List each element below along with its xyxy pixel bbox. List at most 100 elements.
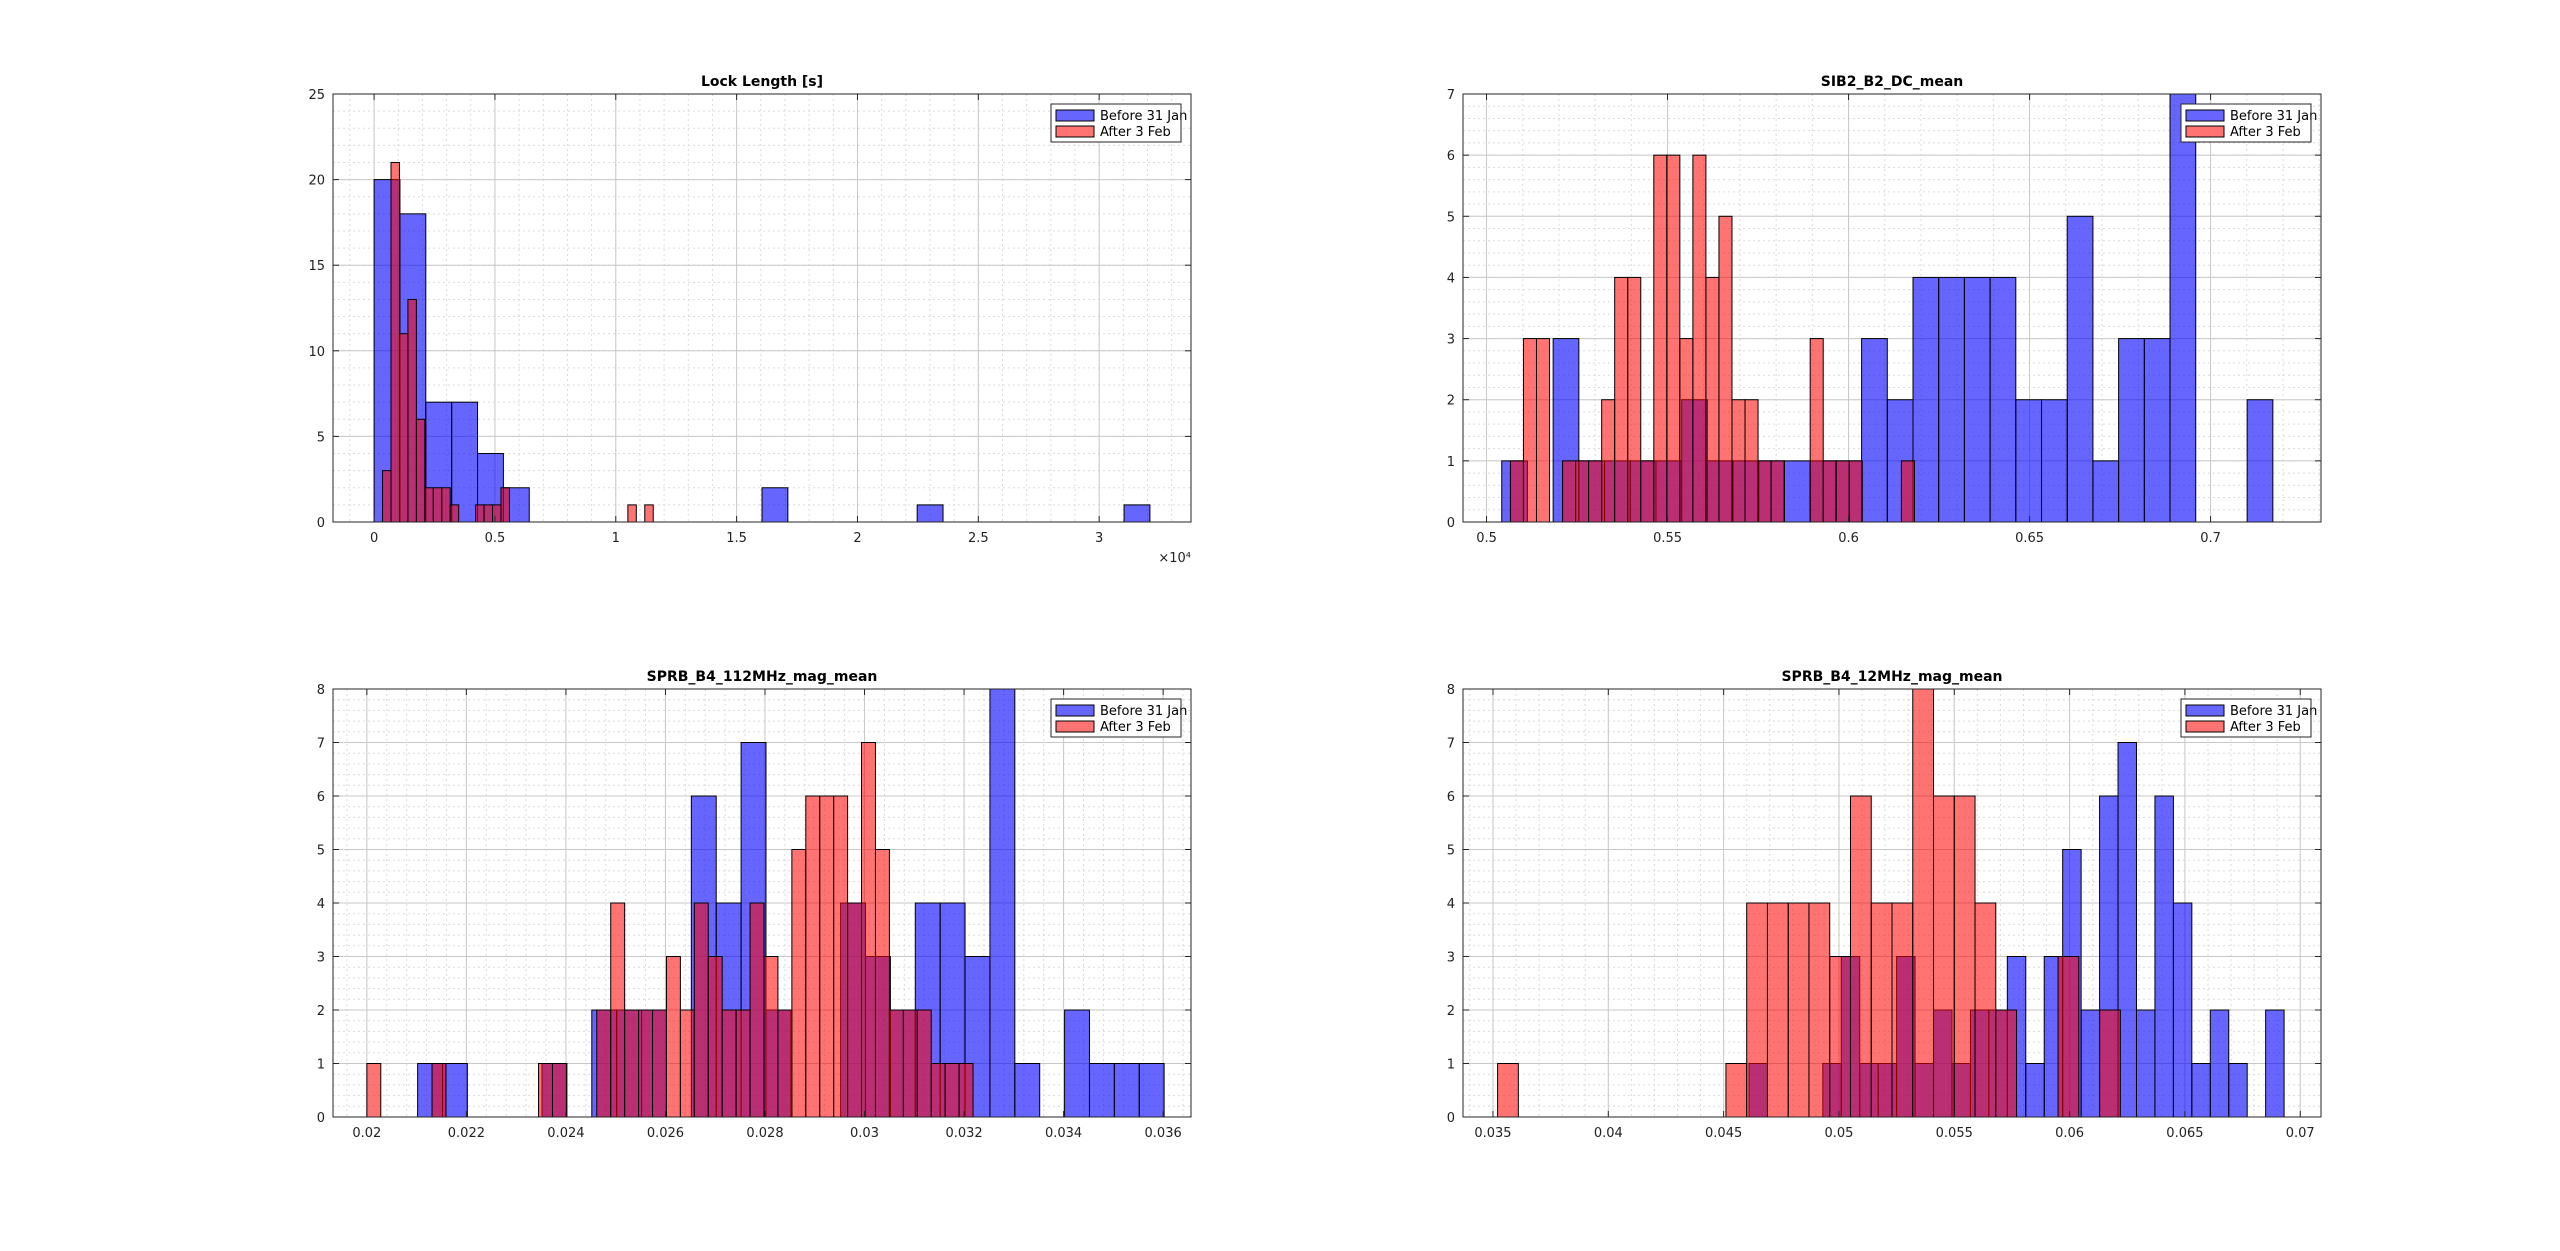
histogram-bar (888, 1009, 904, 1118)
histogram-bar (707, 956, 723, 1118)
histogram-bar (366, 1063, 382, 1118)
axes-box (332, 93, 1192, 523)
histogram-bar (777, 1009, 793, 1118)
histogram-bar (2135, 1009, 2156, 1118)
legend-swatch-after (1055, 125, 1095, 138)
y-tick-label: 6 (317, 790, 325, 805)
legend-label-before: Before 31 Jan (2230, 704, 2317, 719)
histogram-bar (693, 902, 709, 1118)
histogram-bar (652, 1009, 667, 1118)
y-tick-label: 0 (1447, 516, 1455, 531)
y-tick-label: 6 (1447, 790, 1455, 805)
histogram-bar (1861, 338, 1888, 523)
histogram-bar (1522, 338, 1537, 523)
histogram-bar (431, 1063, 447, 1118)
x-tick-label: 2.5 (968, 531, 989, 546)
histogram-bar (1653, 154, 1668, 523)
histogram-bar (2099, 1009, 2121, 1118)
y-tick-label: 20 (308, 174, 325, 189)
histogram-bar (1640, 460, 1655, 523)
subplot-4: 0.035 0.04 0.045 0.05 0.055 0.06 0.065 0.07 0 1 2 3… (1447, 669, 2322, 1141)
x-tick-label: 0.7 (2200, 531, 2221, 546)
x-tick-label: 0.035 (1474, 1126, 1511, 1141)
histogram-bar (1679, 338, 1694, 523)
histogram-bar (847, 902, 863, 1118)
histogram-bar (1588, 460, 1603, 523)
histogram-bar (1731, 399, 1746, 523)
histogram-bar (2172, 902, 2193, 1118)
x-tick-label: 0.022 (448, 1126, 485, 1141)
histogram-bar (596, 1009, 612, 1118)
legend-label-before: Before 31 Jan (1100, 704, 1187, 719)
histogram-bar (1822, 460, 1837, 523)
y-tick-label: 0 (317, 1111, 325, 1126)
histogram-bar (1138, 1063, 1165, 1118)
histogram-bar (2092, 460, 2120, 523)
y-tick-label: 1 (1447, 455, 1455, 470)
histogram-bar (1963, 276, 1991, 523)
histogram-bar (2118, 338, 2145, 523)
x-tick-label: 0.5 (1476, 531, 1497, 546)
x-tick-label: 0.045 (1705, 1126, 1742, 1141)
histogram-bar (1766, 902, 1789, 1118)
histogram-bar (2265, 1009, 2285, 1118)
legend-swatch-before (1055, 704, 1095, 717)
histogram-bar (1575, 460, 1590, 523)
histogram-bar (989, 688, 1016, 1118)
histogram-bar (500, 487, 510, 523)
y-tick-label: 8 (1447, 683, 1455, 698)
histogram-bar (1933, 795, 1955, 1118)
histogram-bar (916, 1009, 932, 1118)
histogram-bar (2169, 93, 2197, 523)
x-tick-label: 0.6 (1838, 531, 1859, 546)
x-tick-label: 0.06 (2055, 1126, 2084, 1141)
histogram-bar (451, 401, 479, 523)
y-tick-label: 7 (317, 737, 325, 752)
histogram-bar (2154, 795, 2174, 1118)
histogram-bar (627, 504, 637, 523)
histogram-bar (449, 504, 460, 523)
legend-label-before: Before 31 Jan (2230, 109, 2317, 124)
x-tick-label: 0.03 (850, 1126, 879, 1141)
y-tick-label: 7 (1447, 88, 1455, 103)
histogram-bar (749, 902, 765, 1118)
x-tick-label: 2 (853, 531, 861, 546)
histogram-bar (1509, 460, 1524, 523)
histogram-bar (679, 1009, 695, 1118)
histogram-bar (407, 298, 417, 523)
x-tick-label: 0.036 (1145, 1126, 1182, 1141)
y-tick-label: 6 (1447, 149, 1455, 164)
histogram-bar (944, 1063, 960, 1118)
y-tick-label: 5 (317, 430, 325, 445)
legend-label-before: Before 31 Jan (1100, 109, 1187, 124)
histogram-bar (1064, 1009, 1090, 1118)
histogram-bar (1497, 1063, 1519, 1118)
y-tick-label: 5 (1447, 844, 1455, 859)
tick-labels: 0.035 0.04 0.045 0.05 0.055 0.06 0.065 0.07 0 1 2 3… (1447, 683, 2315, 1141)
legend-swatch-after (2185, 125, 2225, 138)
histogram-bar (2246, 399, 2274, 523)
legend-swatch-before (2185, 704, 2225, 717)
x-tick-label: 0 (370, 531, 378, 546)
y-tick-label: 4 (317, 897, 325, 912)
histogram-bar (1974, 902, 1997, 1118)
histogram-bar (902, 1009, 918, 1118)
histogram-bar (1744, 399, 1759, 523)
histogram-bar (624, 1009, 640, 1118)
histogram-bar (1113, 1063, 1140, 1118)
histogram-bar (390, 161, 400, 523)
histogram-bar (665, 956, 681, 1118)
chart-title: SIB2_B2_DC_mean (1821, 74, 1964, 90)
y-tick-label: 3 (1447, 333, 1455, 348)
histogram-bar (833, 795, 849, 1118)
histogram-bar (958, 1063, 974, 1118)
histogram-bar (1870, 902, 1893, 1118)
x-tick-label: 0.032 (945, 1126, 982, 1141)
tick-marks (333, 93, 1191, 523)
histogram-bar (1692, 154, 1707, 523)
y-tick-label: 1 (317, 1058, 325, 1073)
x-exponent-label: ×10⁴ (1158, 551, 1191, 566)
histogram-bar (2025, 1063, 2045, 1118)
